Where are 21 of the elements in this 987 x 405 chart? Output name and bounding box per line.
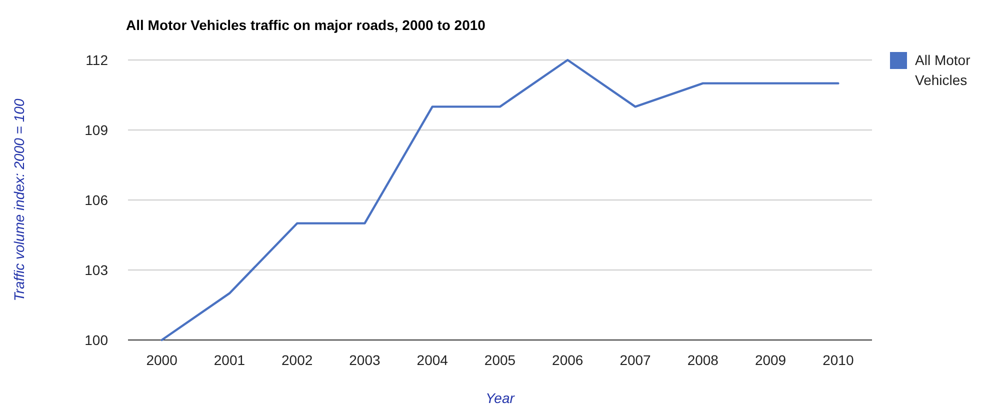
chart-title: All Motor Vehicles traffic on major roads, 2000 to 2010 — [126, 17, 486, 33]
y-tick-label: 106 — [84, 192, 108, 208]
x-tick-label: 2003 — [349, 352, 381, 368]
x-tick-label: 2010 — [822, 352, 854, 368]
x-tick-label: 2007 — [620, 352, 652, 368]
line-series — [160, 58, 840, 342]
legend-label: All Motor Vehicles — [915, 52, 971, 88]
y-axis-title: Traffic volume index: 2000 = 100 — [11, 98, 27, 302]
y-tick-label: 109 — [84, 122, 108, 138]
x-tick-label: 2006 — [552, 352, 584, 368]
x-tick-label: 2000 — [146, 352, 178, 368]
x-tick-label: 2004 — [416, 352, 448, 368]
x-tick-label: 2005 — [484, 352, 516, 368]
x-tick-label: 2002 — [282, 352, 313, 368]
y-tick-label: 100 — [84, 332, 108, 348]
y-tick-label: 103 — [84, 262, 108, 278]
x-tick-label: 2001 — [214, 352, 246, 368]
x-tick-label: 2008 — [687, 352, 719, 368]
x-axis-title: Year — [486, 390, 516, 405]
y-tick-label: 112 — [86, 52, 108, 68]
x-tick-label: 2009 — [754, 352, 786, 368]
